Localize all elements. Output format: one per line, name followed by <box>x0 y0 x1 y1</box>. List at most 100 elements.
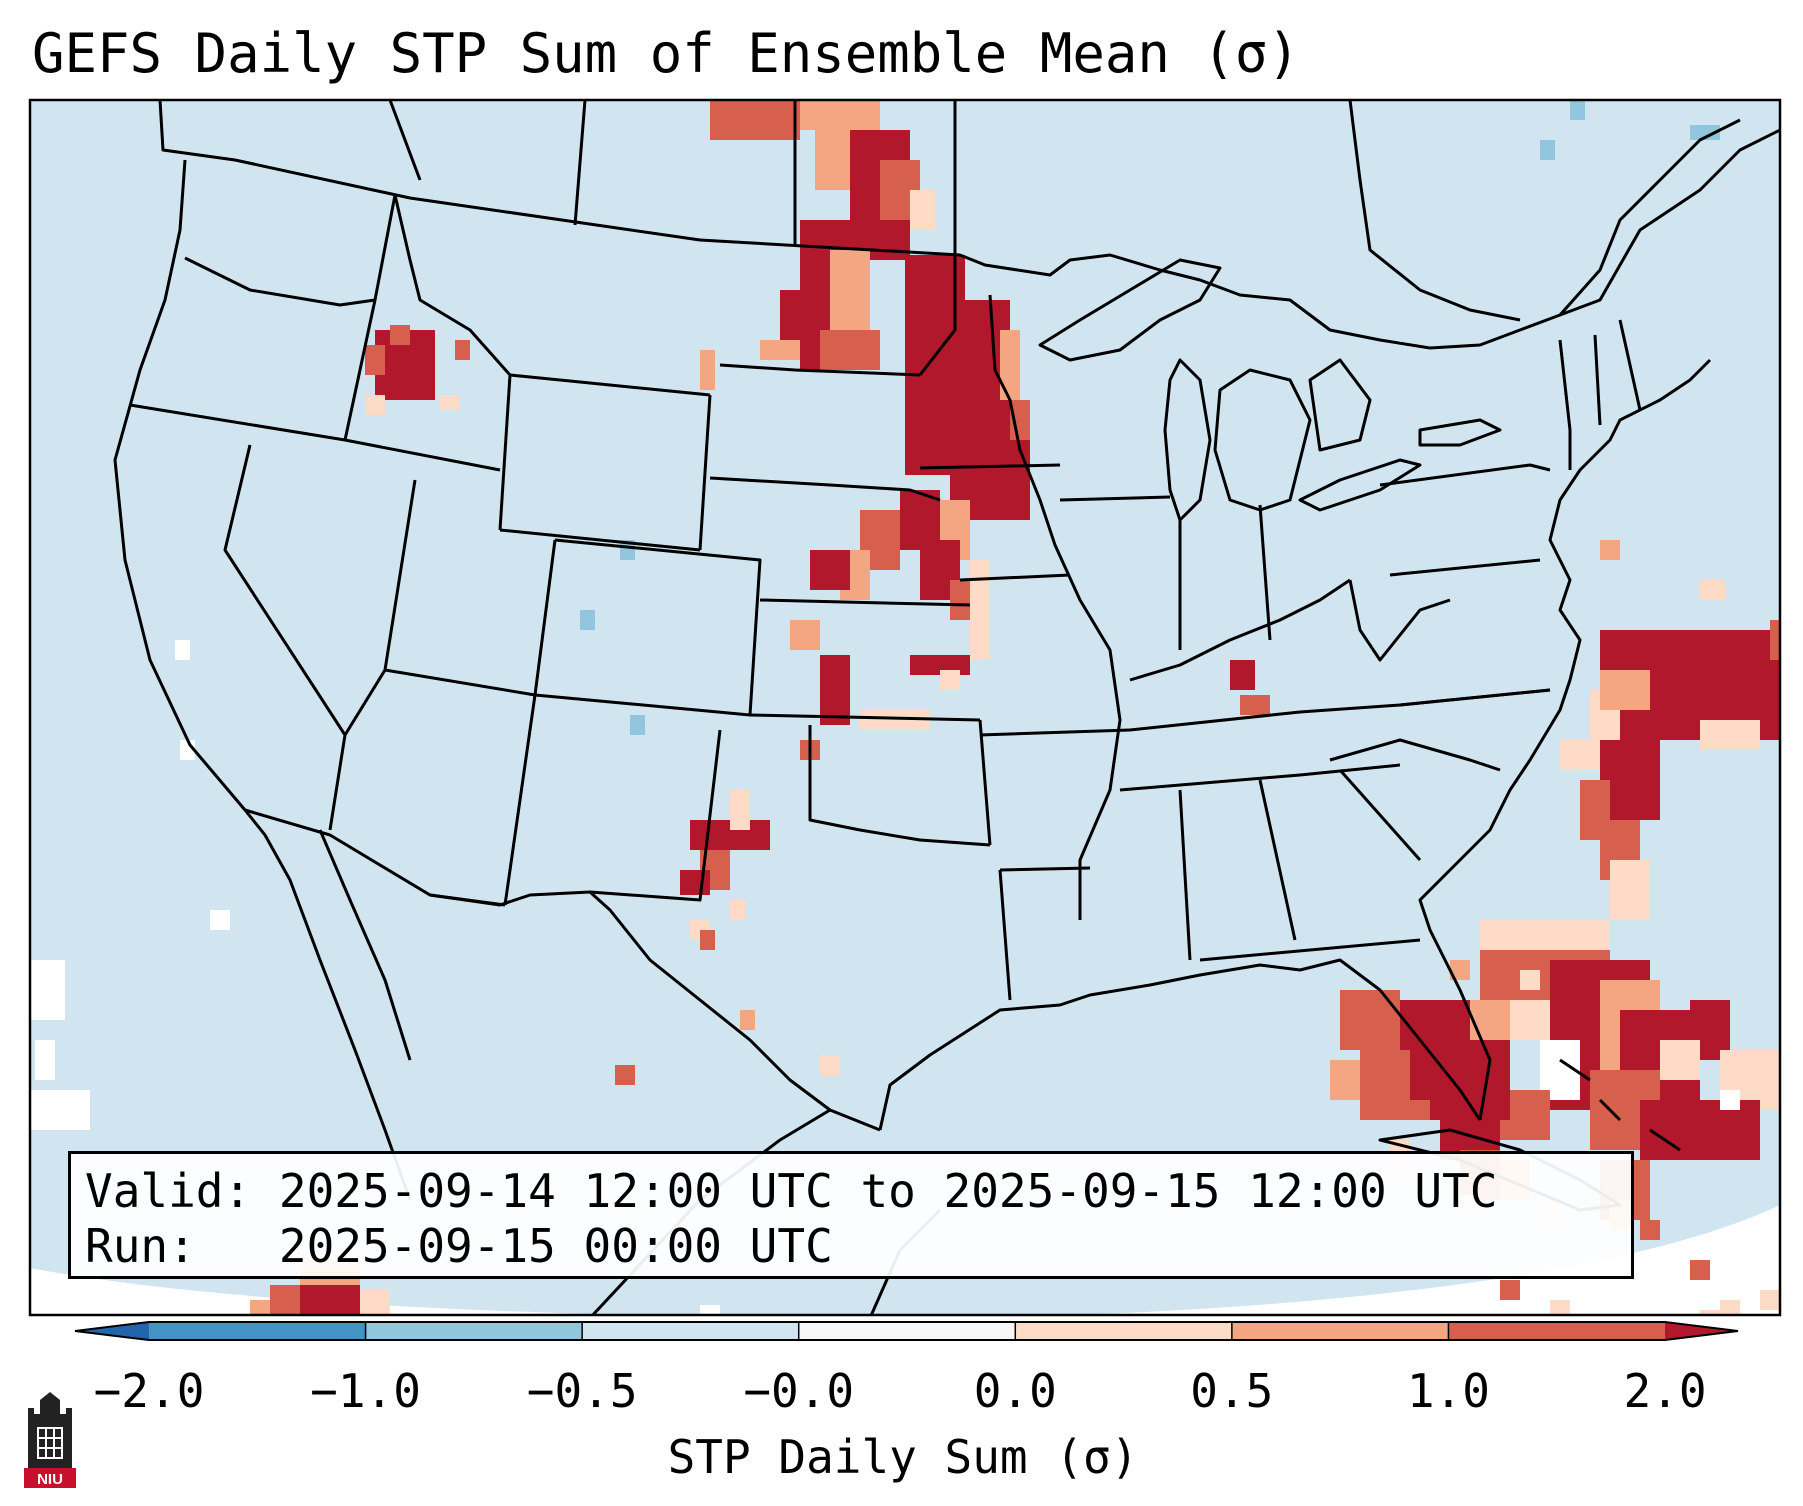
stp-cell <box>800 100 880 130</box>
border-wy-south <box>499 528 701 552</box>
border-ia-mo <box>959 573 1071 582</box>
logo-banner <box>24 1468 76 1488</box>
stp-cell <box>1550 1300 1570 1315</box>
stp-cell <box>1410 1100 1430 1120</box>
valid-value: 2025-09-14 12:00 UTC to 2025-09-15 12:00… <box>278 1164 1498 1218</box>
border-nm-tx <box>589 729 722 902</box>
border-pa-ny <box>1379 463 1551 487</box>
valid-line: Valid: 2025-09-14 12:00 UTC to 2025-09-1… <box>85 1164 1617 1219</box>
stp-cell <box>1520 970 1540 990</box>
border-ok-east <box>978 719 992 846</box>
stp-cell <box>210 910 230 930</box>
border-wy-east <box>698 394 712 551</box>
stp-cell <box>365 395 385 415</box>
stp-cell <box>740 1010 755 1030</box>
stp-cell <box>1610 860 1650 920</box>
colorbar-segments <box>149 1322 1666 1340</box>
border-sd-ne <box>709 476 941 502</box>
border-mt-wy <box>509 373 711 397</box>
coast-atlantic <box>1418 358 1712 1121</box>
border-id-mt <box>393 194 512 376</box>
stp-cell <box>1560 740 1600 770</box>
logo-text: NIU <box>37 1471 63 1488</box>
colorbar-tick-label: 0.5 <box>1190 1364 1274 1418</box>
colorbar-segment <box>798 1322 1016 1340</box>
hudson-bay-coast <box>1348 100 1521 322</box>
coast-gulf-california <box>318 829 412 1061</box>
stp-cell <box>1510 1000 1550 1040</box>
border-ut-south <box>384 668 536 697</box>
border-ga-sc <box>1338 769 1422 861</box>
border-ks-ok <box>749 713 981 722</box>
stp-cell <box>1440 1080 1500 1160</box>
border-nh-me <box>1618 319 1642 411</box>
stp-cell <box>30 960 65 1020</box>
ohio-river <box>1129 578 1351 682</box>
colorbar-segment <box>1448 1322 1666 1340</box>
lake-ontario <box>1418 418 1502 447</box>
mississippi-river <box>988 294 1122 920</box>
colorbar-extend-low <box>75 1322 149 1340</box>
bahamas-1 <box>1559 1058 1591 1082</box>
stp-cell <box>970 560 990 660</box>
stp-cell <box>1450 960 1470 980</box>
border-ut-east <box>533 539 557 696</box>
border-wi-il <box>1059 495 1171 502</box>
colorbar-extend-high <box>1665 1322 1738 1340</box>
colorbar-segment <box>149 1322 367 1340</box>
stp-cell <box>455 340 470 360</box>
stp-cell <box>175 640 190 660</box>
lake-erie <box>1298 458 1422 512</box>
colorbar-segment <box>1015 1322 1233 1340</box>
stp-cell <box>365 345 385 375</box>
stp-cell <box>620 540 635 560</box>
bahamas-2 <box>1598 1098 1622 1122</box>
border-in-oh <box>1258 504 1272 641</box>
border-wy-west <box>498 374 512 531</box>
stp-cell <box>35 1040 55 1080</box>
border-ga-fl <box>1199 938 1421 962</box>
maritimes-coast <box>1558 118 1741 316</box>
stp-cell <box>1660 1040 1700 1080</box>
stp-cell <box>810 550 850 590</box>
stp-cell <box>1340 990 1400 1050</box>
stp-cell <box>440 395 460 410</box>
stp-cell <box>830 250 870 330</box>
coast-pacific <box>113 159 267 836</box>
border-nd-south <box>719 363 921 377</box>
stp-cell <box>270 1285 300 1315</box>
border-az-nm <box>503 694 537 906</box>
stp-cell <box>1640 1220 1660 1240</box>
stp-cell <box>1230 660 1255 690</box>
map-title: GEFS Daily STP Sum of Ensemble Mean (σ) <box>32 22 1300 85</box>
stp-cell <box>615 1065 635 1085</box>
stp-cell <box>1700 580 1725 600</box>
border-al-ga <box>1258 779 1297 941</box>
stp-cell <box>820 1055 840 1075</box>
border-mo-ar <box>979 728 1131 737</box>
stp-cell <box>1720 1090 1740 1110</box>
stp-cell <box>390 325 410 345</box>
colorbar-tick-label: 0.0 <box>973 1364 1057 1418</box>
coast-baja <box>263 834 412 1201</box>
border-tn-south <box>1119 763 1401 792</box>
stp-cell <box>1700 720 1760 750</box>
stp-cell <box>680 870 710 895</box>
colorbar-segment <box>582 1322 800 1340</box>
niu-logo: NIU <box>24 1392 76 1488</box>
stp-cell <box>250 1300 270 1315</box>
colorbar-tick-label: −1.0 <box>310 1364 421 1418</box>
border-vt-nh <box>1593 334 1602 426</box>
colorbar-segment <box>365 1322 583 1340</box>
stp-cell <box>1700 1310 1720 1315</box>
canada-province-line <box>388 100 422 181</box>
run-line: Run: 2025-09-15 00:00 UTC <box>85 1219 1617 1274</box>
stp-cell <box>1690 1260 1710 1280</box>
stp-cell <box>940 670 960 690</box>
border-nd-east <box>918 255 957 376</box>
border-nv-south <box>343 669 387 736</box>
stp-cell <box>1660 650 1780 710</box>
logo-windows <box>37 1427 63 1459</box>
border-pa-south <box>1389 558 1541 577</box>
colorbar-segment <box>1231 1322 1449 1340</box>
